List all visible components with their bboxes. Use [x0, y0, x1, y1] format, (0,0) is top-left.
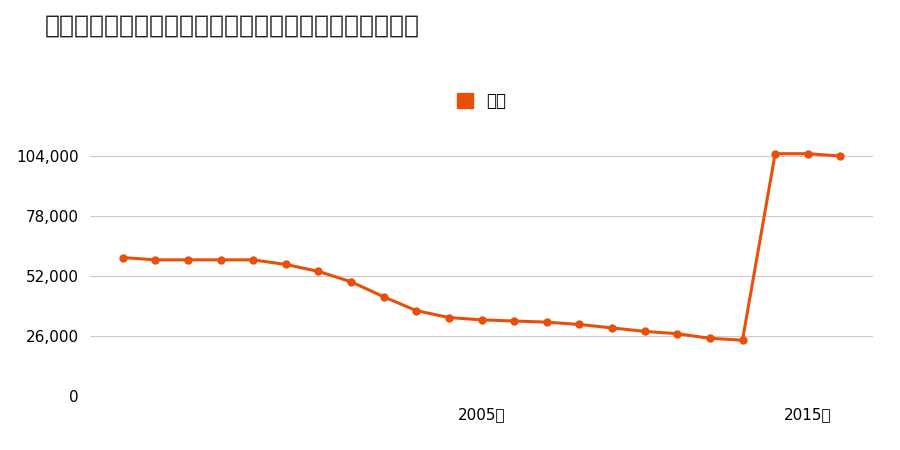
価格 [248, 257, 258, 262]
Legend: 価格: 価格 [450, 86, 513, 117]
価格 [835, 153, 846, 159]
価格 [183, 257, 194, 262]
価格 [150, 257, 161, 262]
価格 [476, 317, 487, 323]
価格 [705, 336, 716, 341]
価格 [215, 257, 226, 262]
価格 [672, 331, 683, 337]
Line: 価格: 価格 [119, 150, 844, 344]
価格 [542, 320, 553, 325]
価格 [313, 269, 324, 274]
価格 [770, 151, 780, 157]
価格 [508, 318, 519, 324]
価格 [803, 151, 814, 157]
価格 [411, 308, 422, 313]
価格 [444, 315, 454, 320]
価格 [378, 294, 389, 299]
価格 [737, 338, 748, 343]
価格 [281, 262, 292, 267]
Text: 茨城県つくば市大字北条字仲町裏１８９番２の地価推移: 茨城県つくば市大字北条字仲町裏１８９番２の地価推移 [45, 14, 420, 37]
価格 [346, 279, 356, 284]
価格 [117, 255, 128, 260]
価格 [574, 322, 585, 327]
価格 [639, 328, 650, 334]
価格 [607, 325, 617, 331]
